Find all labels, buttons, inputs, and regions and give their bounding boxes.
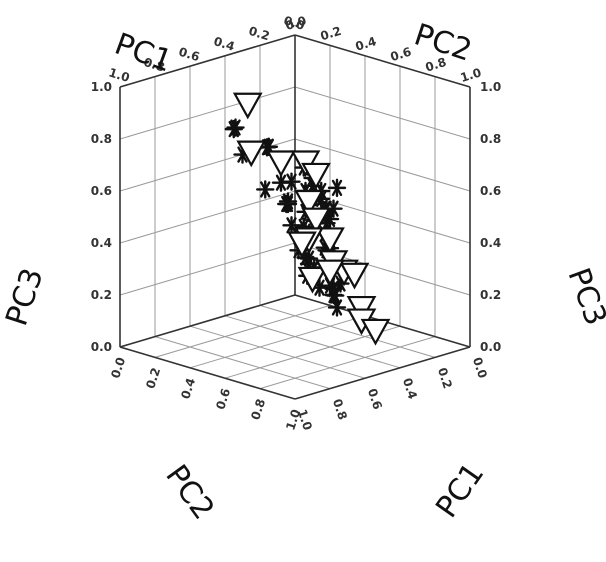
triangle-point: [315, 259, 345, 287]
grid-line: [119, 242, 296, 296]
tick-label: 0.2: [91, 288, 112, 302]
triangle-point: [297, 266, 328, 294]
tick-label: 0.0: [108, 355, 128, 380]
tick-label: 0.6: [389, 45, 413, 65]
grid-line: [119, 86, 296, 140]
tick-label: 0.2: [480, 288, 501, 302]
triangle-point: [287, 231, 317, 259]
grid-line: [119, 190, 296, 244]
tick-label: 0.8: [480, 132, 501, 146]
tick-label: 0.8: [91, 132, 112, 146]
axis-title-pc1-bottom: PC1: [429, 457, 491, 525]
tick-label: 0.2: [143, 366, 163, 391]
asterisk-point: [327, 298, 347, 317]
tick-label: 0.2: [319, 24, 343, 44]
tick-label: 0.6: [177, 45, 201, 65]
tick-label: 1.0: [283, 407, 303, 432]
asterisk-point: [282, 216, 301, 235]
triangle-point: [301, 162, 331, 190]
grid-line: [294, 86, 471, 140]
tick-label: 0.0: [470, 355, 490, 380]
grid-line: [154, 304, 331, 358]
frame-edge: [119, 294, 296, 348]
triangle-point: [301, 207, 331, 235]
grid-line: [259, 304, 436, 358]
asterisk-point: [278, 192, 298, 211]
asterisk-point: [256, 180, 275, 199]
tick-label: 0.4: [91, 236, 112, 250]
tick-label: 0.6: [480, 184, 501, 198]
triangle-point: [315, 227, 345, 255]
axis-title-pc3-left: PC3: [0, 264, 51, 330]
grid-line: [154, 336, 331, 390]
grid-line: [294, 138, 471, 192]
tick-label: 0.0: [91, 340, 112, 354]
tick-label: 0.8: [142, 55, 166, 75]
tick-label: 1.0: [107, 65, 131, 85]
tick-label: 0.0: [282, 13, 306, 33]
axis-title-pc2-bottom: PC2: [158, 459, 220, 527]
grid-line: [189, 325, 366, 379]
grid-line: [189, 315, 366, 369]
axis-title-pc3-right: PC3: [561, 263, 606, 330]
data-points: [224, 92, 391, 346]
tick-label: 0.8: [330, 397, 350, 422]
frame-edge: [294, 346, 471, 400]
tick-label: 0.0: [284, 13, 308, 33]
frame-edge: [119, 346, 296, 400]
tick-label: 0.4: [178, 376, 198, 401]
triangle-point: [266, 150, 296, 178]
triangle-point: [339, 262, 370, 290]
axis-title-pc2-top: PC2: [410, 17, 476, 68]
tick-label: 0.6: [213, 387, 233, 412]
frame-edge: [119, 34, 296, 88]
tick-label: 0.8: [248, 397, 268, 422]
tick-label: 0.4: [354, 34, 378, 54]
tick-label: 0.0: [480, 340, 501, 354]
chart-frame: [119, 34, 471, 400]
tick-labels: 0.0 0.00.00.00.0 0.00.2 0.20.2 0.20.2 0.20.4 0…: [91, 13, 502, 432]
asterisk-point: [327, 178, 347, 198]
tick-label: 0.2: [247, 24, 271, 44]
tick-label: 1.0: [459, 65, 483, 85]
asterisk-point: [224, 119, 243, 139]
tick-label: 0.6: [91, 184, 112, 198]
tick-label: 0.4: [212, 34, 236, 54]
grid-line: [224, 315, 401, 369]
grid-line: [259, 336, 436, 390]
triangle-point: [360, 318, 391, 346]
asterisk-point: [271, 173, 291, 192]
tick-label: 1.0: [295, 407, 315, 432]
tick-label: 1.0: [480, 80, 501, 94]
triangle-point: [236, 140, 267, 168]
tick-label: 0.2: [435, 366, 455, 391]
tick-label: 0.4: [400, 376, 420, 401]
triangle-point: [232, 92, 263, 120]
tick-label: 0.6: [365, 387, 385, 412]
tick-label: 0.4: [480, 236, 501, 250]
tick-label: 0.8: [424, 55, 448, 75]
triangle-point: [294, 189, 324, 217]
frame-edge: [294, 34, 471, 88]
tick-label: 1.0: [91, 80, 112, 94]
